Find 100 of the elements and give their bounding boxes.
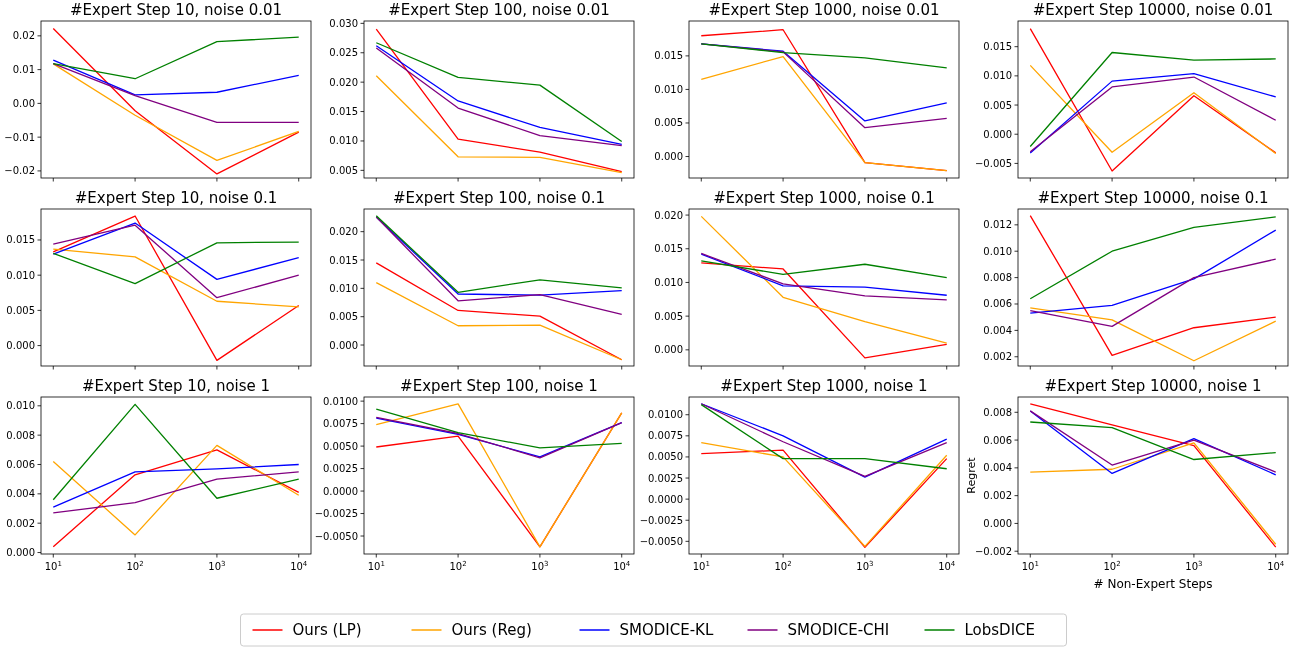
y-tick-label: −0.002 xyxy=(974,545,1012,557)
y-tick-label: 0.00 xyxy=(12,97,35,109)
y-tick-label: 0.0075 xyxy=(648,430,683,442)
y-tick-label: 0.000 xyxy=(6,547,35,559)
line-series xyxy=(1029,421,1277,461)
x-tick-label: 10$^{1}$ xyxy=(44,560,62,572)
line-series xyxy=(52,463,300,508)
y-tick-label: 0.005 xyxy=(983,99,1012,111)
y-tick-label: 0.000 xyxy=(654,151,683,163)
line-series xyxy=(375,28,623,173)
y-tick-label: 0.0075 xyxy=(323,418,358,430)
y-tick-label: 0.015 xyxy=(329,106,358,118)
y-tick-label: −0.0025 xyxy=(314,508,358,520)
line-series xyxy=(52,215,300,362)
line-series xyxy=(1029,229,1277,314)
y-tick-label: 0.020 xyxy=(329,76,358,88)
chart-title: #Expert Step 1000, noise 0.1 xyxy=(713,189,935,207)
y-tick-label: 0.015 xyxy=(983,41,1012,53)
y-tick-label: 0.000 xyxy=(329,339,358,351)
line-series xyxy=(52,248,300,308)
y-tick-label: 0.030 xyxy=(329,17,358,29)
line-series xyxy=(1029,442,1277,545)
y-tick-label: 0.020 xyxy=(654,209,683,221)
line-series xyxy=(375,75,623,174)
y-tick-label: 0.015 xyxy=(329,254,358,266)
y-tick-label: 0.015 xyxy=(6,234,35,246)
y-tick-label: 0.005 xyxy=(6,304,35,316)
y-tick-label: 0.005 xyxy=(654,117,683,129)
chart-title: #Expert Step 10, noise 1 xyxy=(81,377,271,395)
y-tick-label: 0.010 xyxy=(654,276,683,288)
x-tick-label: 10$^{2}$ xyxy=(774,560,792,572)
line-series xyxy=(52,403,300,501)
y-tick-label: 0.020 xyxy=(329,226,358,238)
y-tick-label: 0.012 xyxy=(983,219,1012,231)
chart-title: #Expert Step 10000, noise 0.1 xyxy=(1037,189,1269,207)
chart-title: #Expert Step 100, noise 1 xyxy=(400,377,598,395)
y-tick-label: 0.0100 xyxy=(648,409,683,421)
y-tick-label: −0.0050 xyxy=(314,530,358,542)
y-tick-label: −0.0025 xyxy=(639,514,683,526)
chart-title: #Expert Step 10, noise 0.1 xyxy=(74,189,278,207)
y-tick-label: 0.002 xyxy=(983,490,1012,502)
legend-label: SMODICE-KL xyxy=(619,621,714,640)
y-tick-label: 0.010 xyxy=(983,70,1012,82)
y-tick-label: −0.0050 xyxy=(639,535,683,547)
y-tick-label: 0.006 xyxy=(6,459,35,470)
line-series xyxy=(700,55,948,172)
line-series xyxy=(52,471,300,514)
line-series xyxy=(52,444,300,536)
x-tick-label: 10$^{2}$ xyxy=(449,560,467,572)
line-series xyxy=(52,224,300,299)
y-tick-label: 0.010 xyxy=(654,83,683,95)
y-tick-label: 0.004 xyxy=(6,488,35,500)
line-series xyxy=(1029,258,1277,328)
y-tick-label: 0.015 xyxy=(654,243,683,255)
line-series xyxy=(375,282,623,361)
line-series xyxy=(1029,214,1277,357)
y-tick-label: 0.0050 xyxy=(648,451,683,463)
x-tick-label: 10$^{3}$ xyxy=(856,560,874,572)
y-tick-label: 0.010 xyxy=(6,400,35,412)
x-tick-label: 10$^{3}$ xyxy=(1185,560,1203,572)
x-tick-label: 10$^{2}$ xyxy=(1103,560,1121,572)
y-tick-label: 0.004 xyxy=(983,324,1012,336)
x-tick-label: 10$^{3}$ xyxy=(531,560,549,572)
y-tick-label: −0.005 xyxy=(974,157,1012,169)
line-series xyxy=(52,36,300,80)
legend-label: Ours (LP) xyxy=(292,621,362,640)
line-series xyxy=(700,260,948,279)
line-series xyxy=(1029,307,1277,362)
y-tick-label: 0.010 xyxy=(6,269,35,281)
line-series xyxy=(52,222,300,281)
chart-title: #Expert Step 100, noise 0.1 xyxy=(392,189,606,207)
y-tick-label: 0.002 xyxy=(6,517,35,529)
y-tick-label: 0.025 xyxy=(329,47,358,59)
y-tick-label: 0.004 xyxy=(983,462,1012,474)
x-tick-label: 10$^{1}$ xyxy=(1021,560,1039,572)
x-axis-title: # Non-Expert Steps xyxy=(1093,577,1213,591)
line-series xyxy=(1029,216,1277,300)
y-tick-label: 0.010 xyxy=(329,135,358,147)
y-tick-label: 0.0100 xyxy=(323,395,358,407)
line-series xyxy=(1029,27,1277,172)
y-tick-label: 0.008 xyxy=(983,406,1012,418)
y-tick-label: 0.000 xyxy=(983,517,1012,529)
x-tick-label: 10$^{4}$ xyxy=(1267,560,1285,572)
legend-label: Ours (Reg) xyxy=(451,621,532,640)
line-series xyxy=(52,63,300,162)
y-tick-label: 0.01 xyxy=(12,64,35,76)
y-tick-label: 0.005 xyxy=(654,310,683,322)
y-tick-label: 0.005 xyxy=(329,311,358,323)
legend-label: LobsDICE xyxy=(964,621,1036,640)
y-tick-label: 0.0025 xyxy=(648,472,683,484)
x-tick-label: 10$^{2}$ xyxy=(126,560,144,572)
line-series xyxy=(700,215,948,344)
x-tick-label: 10$^{4}$ xyxy=(613,560,631,572)
line-series xyxy=(375,216,623,316)
y-tick-label: 0.02 xyxy=(12,30,35,42)
y-tick-label: 0.008 xyxy=(983,272,1012,284)
y-tick-label: 0.000 xyxy=(6,340,35,352)
chart-title: #Expert Step 1000, noise 1 xyxy=(720,377,928,395)
line-series xyxy=(700,43,948,69)
y-axis-title: Regret xyxy=(965,456,978,494)
